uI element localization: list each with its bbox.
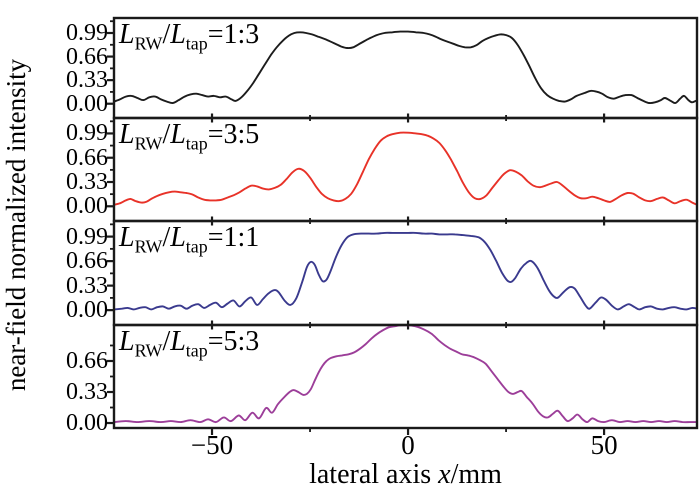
- y-tick-label: 0.33: [66, 272, 108, 299]
- curve-line: [114, 231, 697, 311]
- x-axis-title-prefix: lateral axis: [309, 459, 439, 490]
- y-tick-label: 0.33: [66, 379, 108, 405]
- x-tick-label: −50: [190, 430, 234, 460]
- y-axis-title: near-field normalized intensity: [1, 58, 31, 392]
- y-tick-label: 0.66: [66, 347, 108, 374]
- panel-label: LRW/Ltap=1:1: [119, 222, 260, 257]
- y-tick-label: 0.66: [66, 43, 108, 70]
- x-axis-title-variable: x: [438, 459, 451, 490]
- y-tick-label: 0.00: [66, 193, 108, 220]
- x-axis-title-suffix: /mm: [450, 459, 502, 490]
- y-tick-label: 0.66: [66, 248, 108, 275]
- y-tick-label: 0.66: [66, 144, 108, 171]
- panel-label: LRW/Ltap=5:3: [119, 326, 260, 361]
- y-tick-label: 0.99: [66, 120, 108, 147]
- x-axis-title: lateral axis x/mm: [114, 460, 697, 490]
- curve-line: [114, 30, 697, 105]
- y-tick-label: 0.33: [66, 67, 108, 94]
- y-tick-label: 0.00: [66, 297, 108, 324]
- curve-line: [114, 131, 697, 206]
- y-tick-label: 0.00: [66, 90, 108, 117]
- x-tick-label: 0: [401, 430, 415, 460]
- y-tick-label: 0.99: [66, 223, 108, 250]
- y-tick-label: 0.33: [66, 169, 108, 195]
- y-tick-label: 0.00: [66, 410, 108, 437]
- panel-label: LRW/Ltap=1:3: [119, 19, 260, 54]
- panel-label: LRW/Ltap=3:5: [119, 119, 260, 154]
- y-tick-label: 0.99: [66, 20, 108, 46]
- panel-5-3: [107, 323, 699, 435]
- curve-line: [114, 325, 697, 424]
- x-tick-label: 50: [590, 430, 618, 460]
